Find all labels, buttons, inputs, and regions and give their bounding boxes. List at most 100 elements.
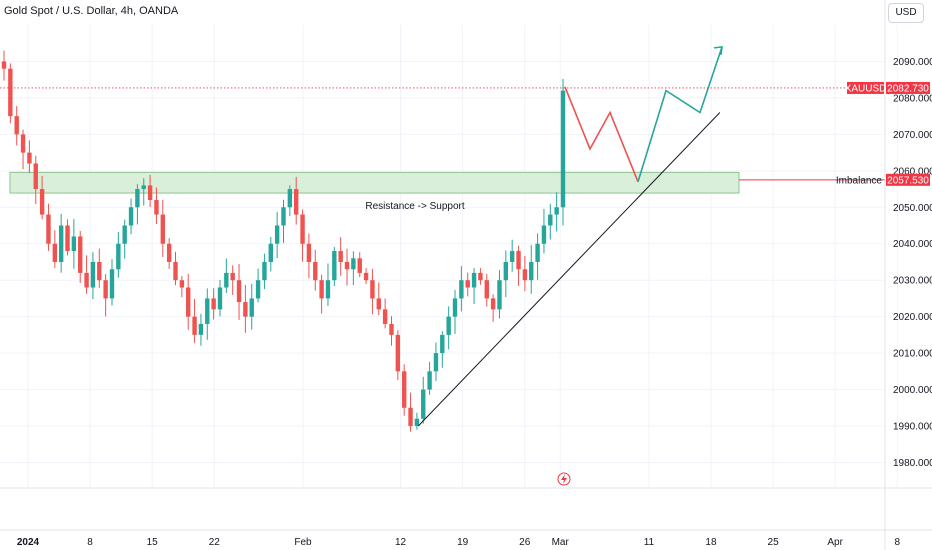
candle — [382, 298, 388, 329]
candle — [255, 268, 261, 303]
candle — [294, 176, 299, 225]
y-tick-label: 2060.000 — [893, 166, 932, 177]
x-tick-label: 26 — [519, 537, 531, 548]
candle — [84, 255, 89, 294]
candle — [90, 252, 96, 300]
y-tick-label: 1980.000 — [893, 458, 932, 469]
candle — [217, 279, 223, 317]
candle — [319, 274, 324, 314]
current-symbol-tag — [847, 81, 884, 94]
candle — [46, 203, 51, 251]
candle — [433, 342, 439, 382]
candle — [179, 275, 185, 298]
candle — [109, 259, 115, 306]
candle — [414, 412, 420, 430]
candle — [452, 289, 458, 334]
y-tick-label: 2020.000 — [893, 312, 932, 323]
candles-layer — [1, 50, 566, 432]
candle — [548, 203, 553, 240]
price-tags: XAUUSD 2082.730 Imbalance 2057.530 — [836, 81, 930, 186]
imbalance-label: Imbalance — [836, 175, 883, 186]
y-tick-label: 2040.000 — [893, 239, 932, 250]
y-tick-label: 2030.000 — [893, 276, 932, 287]
candle — [20, 129, 26, 170]
event-marker-icon — [557, 472, 571, 486]
y-tick-label: 2070.000 — [893, 130, 932, 141]
candle — [516, 245, 521, 287]
candle — [192, 299, 197, 344]
candle — [395, 330, 401, 381]
chart-grid — [0, 25, 898, 488]
candle — [243, 284, 248, 333]
candle — [211, 288, 216, 320]
imbalance-price-tag — [886, 173, 930, 186]
candle — [39, 175, 45, 220]
y-tick-label: 2090.000 — [893, 57, 932, 68]
candle — [281, 199, 286, 244]
candle — [287, 185, 293, 217]
candle — [33, 155, 38, 205]
y-tick-label: 2080.000 — [893, 93, 932, 104]
candle — [459, 266, 464, 312]
candle — [484, 273, 489, 307]
candle — [186, 273, 191, 330]
projection-arrowhead — [713, 45, 723, 55]
candle — [198, 313, 204, 346]
x-tick-label: 8 — [894, 537, 900, 548]
candle — [471, 268, 477, 304]
projection-up-path — [637, 46, 723, 182]
candle — [465, 272, 470, 297]
candle — [446, 306, 451, 350]
candle — [58, 213, 64, 273]
x-tick-label: Feb — [294, 537, 312, 548]
candle — [116, 232, 121, 278]
candle — [313, 249, 318, 291]
candle — [65, 219, 70, 256]
x-tick-label: 11 — [644, 537, 655, 548]
chart-title: Gold Spot / U.S. Dollar, 4h, OANDA — [4, 5, 179, 17]
candle — [509, 239, 515, 272]
trendline — [417, 112, 721, 427]
candle — [338, 237, 343, 276]
projection-down-path — [564, 86, 639, 183]
candle — [166, 238, 172, 269]
zone-layer: Resistance -> Support — [9, 171, 740, 212]
candle — [78, 231, 83, 284]
current-price-value: 2082.730 — [887, 83, 929, 94]
candle — [71, 219, 77, 269]
candle — [529, 245, 534, 294]
x-tick-label: 15 — [147, 537, 159, 548]
candle — [427, 361, 432, 395]
zone-annotation: Resistance -> Support — [365, 201, 464, 212]
candle — [236, 264, 242, 320]
candle — [325, 263, 331, 306]
candle — [376, 282, 381, 316]
candle — [14, 106, 19, 146]
y-tick-label: 2010.000 — [893, 349, 932, 360]
x-tick-label: Mar — [552, 537, 570, 548]
candle — [224, 258, 229, 294]
candle — [205, 288, 210, 340]
candle — [332, 247, 337, 287]
candle — [300, 209, 305, 262]
candle — [103, 274, 108, 317]
current-symbol-label: XAUUSD — [845, 83, 887, 94]
x-tick-label: 18 — [705, 537, 717, 548]
candle — [497, 270, 502, 319]
candle — [306, 233, 312, 279]
y-tick-label: 2000.000 — [893, 385, 932, 396]
candle — [249, 283, 254, 330]
x-tick-label: 8 — [87, 537, 93, 548]
candle — [351, 251, 356, 286]
candle — [421, 376, 426, 424]
candle — [160, 199, 166, 257]
candle — [147, 174, 153, 208]
candle — [344, 248, 350, 286]
candle — [27, 140, 32, 174]
y-tick-label: 1990.000 — [893, 422, 932, 433]
x-tick-label: 25 — [768, 537, 780, 548]
y-tick-label: 2050.000 — [893, 203, 932, 214]
currency-button[interactable]: USD — [888, 3, 924, 23]
candle — [52, 230, 58, 268]
